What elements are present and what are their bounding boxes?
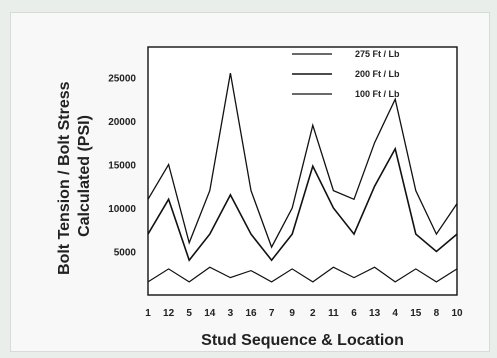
- series-line: [147, 72, 458, 249]
- x-tick-label: 1: [145, 308, 151, 319]
- y-tick-label: 15000: [108, 160, 136, 171]
- x-tick-label: 15: [410, 308, 422, 319]
- x-tick-label: 11: [328, 308, 339, 319]
- y-tick-label: 10000: [108, 204, 136, 215]
- x-axis-title: Stud Sequence & Location: [201, 332, 404, 349]
- x-tick-label: 2: [310, 308, 316, 319]
- legend-label: 100 Ft / Lb: [355, 89, 400, 99]
- y-tick-label: 20000: [108, 117, 136, 128]
- series-line: [147, 266, 458, 283]
- legend-label: 275 Ft / Lb: [355, 49, 400, 59]
- x-tick-label: 13: [369, 308, 381, 319]
- series-lines: [147, 72, 458, 283]
- x-tick-label: 8: [434, 308, 440, 319]
- y-axis-title-line-2: Calculated (PSI): [76, 115, 93, 237]
- y-tick-label: 5000: [114, 247, 137, 258]
- y-tick-label: 25000: [108, 73, 136, 84]
- x-tick-label: 4: [392, 308, 398, 319]
- x-tick-label: 10: [451, 308, 463, 319]
- y-axis-title-line-1: Bolt Tension / Bolt Stress: [56, 81, 73, 275]
- series-line: [147, 146, 458, 262]
- x-tick-label: 3: [228, 308, 234, 319]
- legend: 275 Ft / Lb 200 Ft / Lb 100 Ft / Lb: [292, 49, 400, 99]
- x-tick-label: 5: [186, 308, 192, 319]
- y-axis-ticks: 5000 10000 15000 20000 25000: [108, 73, 136, 258]
- legend-label: 200 Ft / Lb: [355, 69, 400, 79]
- x-tick-label: 16: [245, 308, 257, 319]
- x-tick-label: 7: [269, 308, 275, 319]
- x-tick-label: 14: [204, 308, 216, 319]
- x-axis-ticks: 1 12 5 14 3 16 7 9 2 11 6 13 4 15 8 10: [145, 308, 463, 319]
- plot-area: [147, 46, 458, 296]
- y-axis-title: Bolt Tension / Bolt Stress Calculated (P…: [56, 77, 93, 275]
- x-tick-label: 9: [289, 308, 295, 319]
- x-tick-label: 12: [163, 308, 175, 319]
- x-tick-label: 6: [351, 308, 357, 319]
